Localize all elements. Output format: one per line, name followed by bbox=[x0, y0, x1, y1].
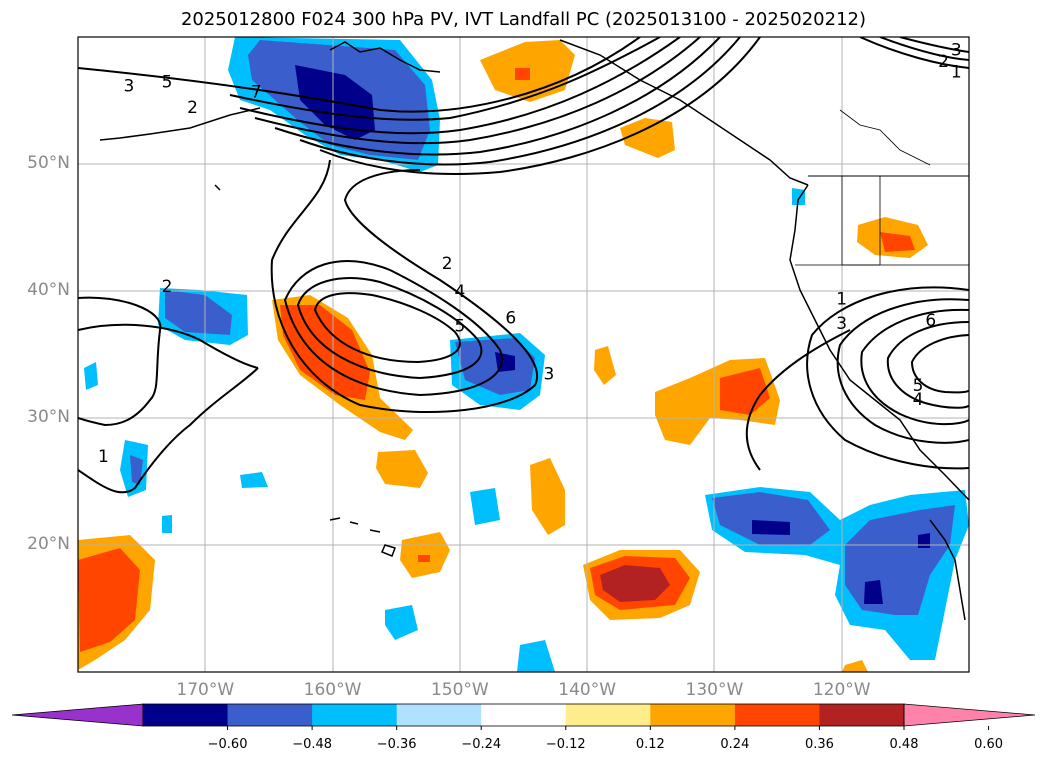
contour-label: 4 bbox=[454, 282, 465, 302]
colorbar-tick-label: 0.60 bbox=[974, 737, 1004, 752]
contour-label: 2 bbox=[187, 98, 198, 118]
colorbar-bin bbox=[650, 704, 736, 726]
pv-contours bbox=[78, 37, 969, 494]
contour-label: 3 bbox=[124, 76, 135, 96]
contour-label: 5 bbox=[162, 72, 173, 92]
contour-label: 5 bbox=[454, 316, 465, 336]
contour-label: 4 bbox=[913, 390, 924, 410]
contour-label: 1 bbox=[951, 62, 962, 82]
colorbar-bin bbox=[819, 704, 905, 726]
contour-label: 6 bbox=[505, 309, 516, 329]
colorbar-tick-label: 0.12 bbox=[635, 737, 665, 752]
contour-label: 2 bbox=[442, 254, 453, 274]
coastlines bbox=[99, 39, 969, 621]
lon-label: 150°W bbox=[430, 680, 489, 700]
contour-label: 1 bbox=[836, 290, 847, 310]
lon-label: 130°W bbox=[685, 680, 744, 700]
colorbar bbox=[11, 703, 1036, 730]
colorbar-tick-label: −0.48 bbox=[292, 737, 333, 752]
contour-label: 1 bbox=[98, 447, 109, 467]
lat-label: 40°N bbox=[27, 280, 70, 300]
colorbar-tick-label: −0.12 bbox=[545, 737, 586, 752]
colorbar-tick-label: −0.36 bbox=[376, 737, 417, 752]
colorbar-tick-label: 0.36 bbox=[804, 737, 834, 752]
lat-label: 30°N bbox=[27, 407, 70, 427]
colorbar-extend-low bbox=[11, 703, 144, 727]
colorbar-bin bbox=[227, 704, 313, 726]
colorbar-bin bbox=[734, 704, 820, 726]
contour-label: 2 bbox=[938, 52, 949, 72]
colorbar-bin bbox=[396, 704, 482, 726]
colorbar-tick-label: 0.48 bbox=[889, 737, 919, 752]
map-title: 2025012800 F024 300 hPa PV, IVT Landfall… bbox=[180, 9, 867, 30]
lon-label: 160°W bbox=[303, 680, 362, 700]
contour-label: 3 bbox=[836, 314, 847, 334]
colorbar-tick-label: 0.24 bbox=[720, 737, 750, 752]
lon-label: 120°W bbox=[812, 680, 871, 700]
colorbar-bin bbox=[565, 704, 651, 726]
colorbar-bin bbox=[481, 704, 567, 726]
lon-label: 170°W bbox=[176, 680, 235, 700]
contour-label: 7 bbox=[251, 83, 262, 103]
lat-label: 50°N bbox=[27, 153, 70, 173]
contour-label: 6 bbox=[925, 311, 936, 331]
contour-label: 2 bbox=[162, 277, 173, 297]
lon-label: 140°W bbox=[558, 680, 617, 700]
contour-label: 5 bbox=[913, 376, 924, 396]
graticule bbox=[78, 37, 969, 672]
colorbar-bin bbox=[312, 704, 398, 726]
colorbar-bin bbox=[143, 704, 229, 726]
colorbar-tick-label: −0.60 bbox=[207, 737, 248, 752]
map-frame bbox=[77, 36, 970, 673]
colorbar-extend-high bbox=[903, 703, 1036, 727]
lat-label: 20°N bbox=[27, 534, 70, 554]
contour-label: 3 bbox=[544, 365, 555, 385]
colorbar-tick-label: −0.24 bbox=[461, 737, 502, 752]
contour-label: 3 bbox=[951, 41, 962, 61]
